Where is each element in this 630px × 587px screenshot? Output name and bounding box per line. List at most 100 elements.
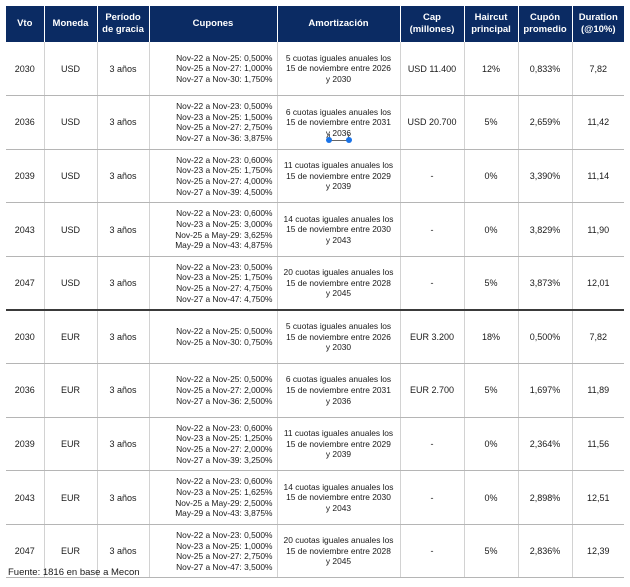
header-periodo-gracia: Período de gracia	[97, 6, 150, 42]
cell-cap: -	[400, 524, 465, 579]
cupon-tramo: Nov-25 a May-29: 3,625%	[175, 229, 273, 240]
cell-haircut: 5%	[464, 363, 519, 418]
header-cap: Cap (millones)	[400, 6, 465, 42]
header-moneda: Moneda	[44, 6, 98, 42]
cupon-tramo: Nov-22 a Nov-23: 0,500%	[176, 261, 273, 272]
cell-haircut: 5%	[464, 256, 519, 311]
table-row: 2047 USD 3 años Nov-22 a Nov-23: 0,500% Nov-…	[6, 256, 624, 311]
cupon-tramo: Nov-27 a Nov-47: 4,750%	[176, 293, 273, 304]
cupon-tramo: Nov-27 a Nov-39: 3,250%	[176, 454, 273, 465]
selection-handle-right-icon[interactable]	[345, 137, 352, 144]
header-cupones: Cupones	[149, 6, 278, 42]
amortizacion-value: 11 cuotas iguales anuales los 15 de novi…	[283, 428, 394, 460]
cell-duration: 11,14	[572, 149, 624, 204]
cell-cupon-promedio: 2,898%	[518, 470, 573, 525]
cell-moneda: EUR	[44, 524, 98, 579]
cell-vto: 2043	[6, 470, 45, 525]
amortizacion-text: 5 cuotas iguales anuales los 15 de novie…	[284, 321, 394, 353]
table-row: 2030 EUR 3 años Nov-22 a Nov-25: 0,500% Nov-…	[6, 308, 624, 365]
amortizacion-value: 6 cuotas iguales anuales los 15 de novie…	[285, 374, 392, 406]
cell-duration: 7,82	[572, 308, 624, 365]
amortizacion-value: 14 cuotas iguales anuales los 15 de novi…	[283, 213, 394, 245]
cell-amortizacion: 6 cuotas iguales anuales los 15 de novie…	[277, 363, 401, 418]
cell-vto: 2043	[6, 202, 45, 257]
table-body: 2030 USD 3 años Nov-22 a Nov-25: 0,500% Nov-…	[6, 42, 624, 579]
amortizacion-text: 5 cuotas iguales anuales los 15 de novie…	[284, 53, 394, 85]
amortizacion-value: 20 cuotas iguales anuales los 15 de novi…	[283, 535, 394, 567]
cell-duration: 11,42	[572, 95, 624, 150]
table-row: 2047 EUR 3 años Nov-22 a Nov-23: 0,500% Nov-…	[6, 524, 624, 579]
header-vto: Vto	[6, 6, 45, 42]
cupon-tramo: Nov-25 a Nov-27: 2,000%	[176, 443, 273, 454]
cupon-tramo: Nov-22 a Nov-23: 0,600%	[176, 422, 273, 433]
cell-periodo-gracia: 3 años	[97, 202, 150, 257]
amortizacion-text: 11 cuotas iguales anuales los 15 de novi…	[284, 160, 394, 192]
cupon-tramo: Nov-22 a Nov-25: 0,500%	[176, 374, 273, 385]
cell-duration: 11,90	[572, 202, 624, 257]
cell-duration: 12,01	[572, 256, 624, 311]
cell-amortizacion: 5 cuotas iguales anuales los 15 de novie…	[277, 42, 401, 97]
cell-moneda: USD	[44, 149, 98, 204]
cell-periodo-gracia: 3 años	[97, 95, 150, 150]
cell-cupon-promedio: 1,697%	[518, 363, 573, 418]
cupon-tramo: Nov-27 a Nov-36: 3,875%	[176, 132, 273, 143]
cell-amortizacion: 14 cuotas iguales anuales los 15 de novi…	[277, 202, 401, 257]
table-row: 2039 USD 3 años Nov-22 a Nov-23: 0,600% Nov-…	[6, 149, 624, 204]
cell-cupones: Nov-22 a Nov-23: 0,600% Nov-23 a Nov-25: …	[149, 417, 278, 472]
amortizacion-text: 20 cuotas iguales anuales los 15 de novi…	[284, 535, 394, 567]
cell-haircut: 5%	[464, 95, 519, 150]
cell-cupon-promedio: 2,659%	[518, 95, 573, 150]
cell-cupones: Nov-22 a Nov-23: 0,500% Nov-23 a Nov-25: …	[149, 256, 278, 311]
amortizacion-value: 5 cuotas iguales anuales los 15 de novie…	[285, 52, 392, 84]
cell-cap: EUR 3.200	[400, 308, 465, 365]
cell-duration: 11,89	[572, 363, 624, 418]
cell-cap: USD 20.700	[400, 95, 465, 150]
selection-handle-left-icon[interactable]	[325, 137, 332, 144]
cell-vto: 2030	[6, 42, 45, 97]
cell-periodo-gracia: 3 años	[97, 149, 150, 204]
cell-moneda: EUR	[44, 417, 98, 472]
cell-periodo-gracia: 3 años	[97, 42, 150, 97]
cupon-tramo: Nov-23 a Nov-25: 1,750%	[176, 272, 273, 283]
bonds-table: Vto Moneda Período de gracia Cupones Amo…	[6, 6, 624, 579]
cell-haircut: 5%	[464, 524, 519, 579]
cupon-tramo: Nov-22 a Nov-25: 0,500%	[176, 52, 273, 63]
cell-moneda: EUR	[44, 470, 98, 525]
cell-moneda: EUR	[44, 308, 98, 365]
cupon-tramo: Nov-25 a May-29: 2,500%	[175, 497, 273, 508]
header-amortizacion: Amortización	[277, 6, 401, 42]
amortizacion-value: 6 cuotas iguales anuales los 15 de novie…	[285, 106, 392, 138]
cell-vto: 2047	[6, 524, 45, 579]
cell-cupones: Nov-22 a Nov-25: 0,500% Nov-25 a Nov-27: …	[149, 42, 278, 97]
cupon-tramo: Nov-22 a Nov-23: 0,600%	[176, 476, 273, 487]
cell-duration: 7,82	[572, 42, 624, 97]
table-row: 2043 USD 3 años Nov-22 a Nov-23: 0,600% Nov-…	[6, 202, 624, 257]
cupon-tramo: Nov-22 a Nov-23: 0,500%	[176, 101, 273, 112]
cupon-tramo: Nov-22 a Nov-23: 0,500%	[176, 529, 273, 540]
cell-cupones: Nov-22 a Nov-25: 0,500% Nov-25 a Nov-27: …	[149, 363, 278, 418]
cupon-tramo: May-29 a Nov-43: 4,875%	[175, 240, 273, 251]
cell-periodo-gracia: 3 años	[97, 363, 150, 418]
amortizacion-text: 14 cuotas iguales anuales los 15 de novi…	[284, 214, 394, 246]
cupon-tramo: Nov-25 a Nov-27: 2,750%	[176, 122, 273, 133]
cell-cupon-promedio: 3,390%	[518, 149, 573, 204]
cell-moneda: EUR	[44, 363, 98, 418]
cupon-tramo: Nov-27 a Nov-30: 1,750%	[176, 73, 273, 84]
cupon-tramo: Nov-23 a Nov-25: 1,500%	[176, 111, 273, 122]
cell-cupon-promedio: 2,364%	[518, 417, 573, 472]
cell-haircut: 0%	[464, 202, 519, 257]
cell-vto: 2036	[6, 363, 45, 418]
cell-duration: 12,39	[572, 524, 624, 579]
table-row: 2039 EUR 3 años Nov-22 a Nov-23: 0,600% Nov-…	[6, 417, 624, 472]
cell-haircut: 0%	[464, 149, 519, 204]
cell-cap: -	[400, 202, 465, 257]
table-row: 2043 EUR 3 años Nov-22 a Nov-23: 0,600% Nov-…	[6, 470, 624, 525]
cell-vto: 2030	[6, 308, 45, 365]
cupon-tramo: Nov-25 a Nov-27: 4,000%	[176, 175, 273, 186]
table-row: 2036 USD 3 años Nov-22 a Nov-23: 0,500% Nov-…	[6, 95, 624, 150]
cell-haircut: 0%	[464, 417, 519, 472]
cupon-tramo: Nov-25 a Nov-30: 0,750%	[176, 337, 273, 348]
cell-cupones: Nov-22 a Nov-23: 0,500% Nov-23 a Nov-25: …	[149, 524, 278, 579]
header-row: Vto Moneda Período de gracia Cupones Amo…	[6, 6, 624, 42]
cupon-tramo: Nov-27 a Nov-39: 4,500%	[176, 186, 273, 197]
